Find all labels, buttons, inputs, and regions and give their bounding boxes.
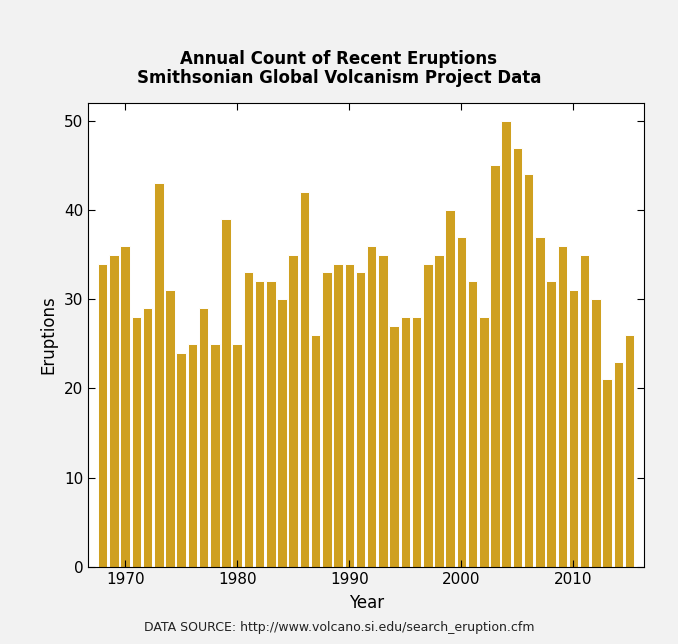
Bar xyxy=(98,263,108,567)
Bar xyxy=(546,281,556,567)
Bar xyxy=(580,254,589,567)
Bar xyxy=(132,317,141,567)
Bar xyxy=(502,121,511,567)
Bar xyxy=(334,263,343,567)
Bar xyxy=(165,290,175,567)
Bar xyxy=(445,210,455,567)
Text: DATA SOURCE: http://www.volcano.si.edu/search_eruption.cfm: DATA SOURCE: http://www.volcano.si.edu/s… xyxy=(144,621,534,634)
Bar xyxy=(233,344,242,567)
Bar xyxy=(188,344,197,567)
Bar xyxy=(591,299,601,567)
Bar xyxy=(557,246,567,567)
Bar xyxy=(143,308,153,567)
Bar xyxy=(277,299,287,567)
Bar xyxy=(535,237,544,567)
Bar xyxy=(468,281,477,567)
Bar xyxy=(176,353,186,567)
Bar xyxy=(300,192,309,567)
Bar xyxy=(199,308,208,567)
Bar xyxy=(412,317,421,567)
Bar xyxy=(322,272,332,567)
Bar xyxy=(289,254,298,567)
Bar xyxy=(456,237,466,567)
Bar xyxy=(401,317,410,567)
Bar xyxy=(266,281,276,567)
Bar xyxy=(524,175,534,567)
Bar xyxy=(311,335,321,567)
Bar xyxy=(389,326,399,567)
Y-axis label: Eruptions: Eruptions xyxy=(39,296,57,374)
Bar xyxy=(569,290,578,567)
Bar xyxy=(243,272,253,567)
X-axis label: Year: Year xyxy=(348,594,384,612)
Bar xyxy=(255,281,264,567)
Bar xyxy=(221,219,231,567)
Bar xyxy=(356,272,365,567)
Bar xyxy=(367,246,376,567)
Bar xyxy=(490,166,500,567)
Bar xyxy=(614,362,623,567)
Bar xyxy=(154,184,163,567)
Text: Smithsonian Global Volcanism Project Data: Smithsonian Global Volcanism Project Dat… xyxy=(137,69,541,87)
Bar xyxy=(344,263,354,567)
Bar xyxy=(479,317,489,567)
Bar xyxy=(624,335,635,567)
Bar xyxy=(121,246,130,567)
Bar xyxy=(423,263,433,567)
Bar xyxy=(602,379,612,567)
Bar xyxy=(210,344,220,567)
Bar xyxy=(109,254,119,567)
Bar xyxy=(513,147,522,567)
Bar xyxy=(378,254,388,567)
Text: Annual Count of Recent Eruptions: Annual Count of Recent Eruptions xyxy=(180,50,498,68)
Bar xyxy=(434,254,443,567)
